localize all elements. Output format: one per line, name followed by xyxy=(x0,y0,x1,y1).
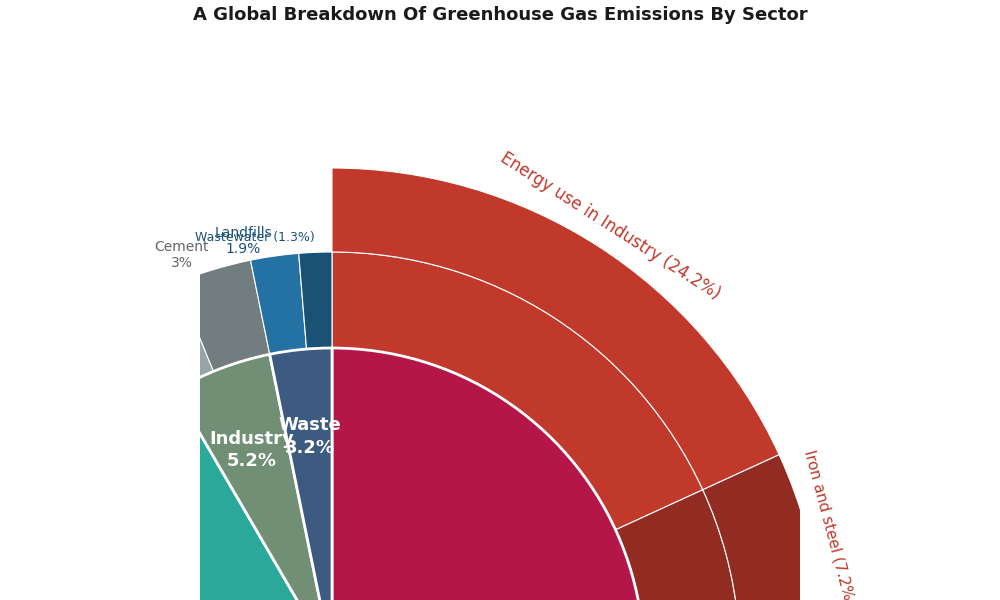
Wedge shape xyxy=(0,461,60,583)
Wedge shape xyxy=(20,391,332,600)
Wedge shape xyxy=(703,455,822,600)
Wedge shape xyxy=(94,327,152,406)
Wedge shape xyxy=(51,328,150,434)
Wedge shape xyxy=(22,348,644,600)
Text: Energy use in Industry (24.2%): Energy use in Industry (24.2%) xyxy=(497,149,724,303)
Wedge shape xyxy=(175,354,332,600)
Wedge shape xyxy=(127,283,214,391)
Text: Landfills
1.9%: Landfills 1.9% xyxy=(215,226,272,256)
Wedge shape xyxy=(270,348,332,600)
Text: A Global Breakdown Of Greenhouse Gas Emissions By Sector: A Global Breakdown Of Greenhouse Gas Emi… xyxy=(193,6,807,24)
Text: Industry
5.2%: Industry 5.2% xyxy=(210,430,294,470)
Wedge shape xyxy=(96,308,175,406)
Wedge shape xyxy=(251,253,307,354)
Text: Waste
3.2%: Waste 3.2% xyxy=(278,416,341,457)
Wedge shape xyxy=(332,168,779,490)
Wedge shape xyxy=(0,364,117,486)
Wedge shape xyxy=(0,433,73,508)
Wedge shape xyxy=(332,252,703,530)
Wedge shape xyxy=(616,490,738,600)
Text: Iron and steel (7.2%): Iron and steel (7.2%) xyxy=(801,448,857,600)
Text: Cement
3%: Cement 3% xyxy=(154,240,209,271)
Wedge shape xyxy=(177,260,270,371)
Text: Wastewater (1.3%): Wastewater (1.3%) xyxy=(195,231,315,244)
Wedge shape xyxy=(0,559,30,600)
Wedge shape xyxy=(299,252,332,349)
